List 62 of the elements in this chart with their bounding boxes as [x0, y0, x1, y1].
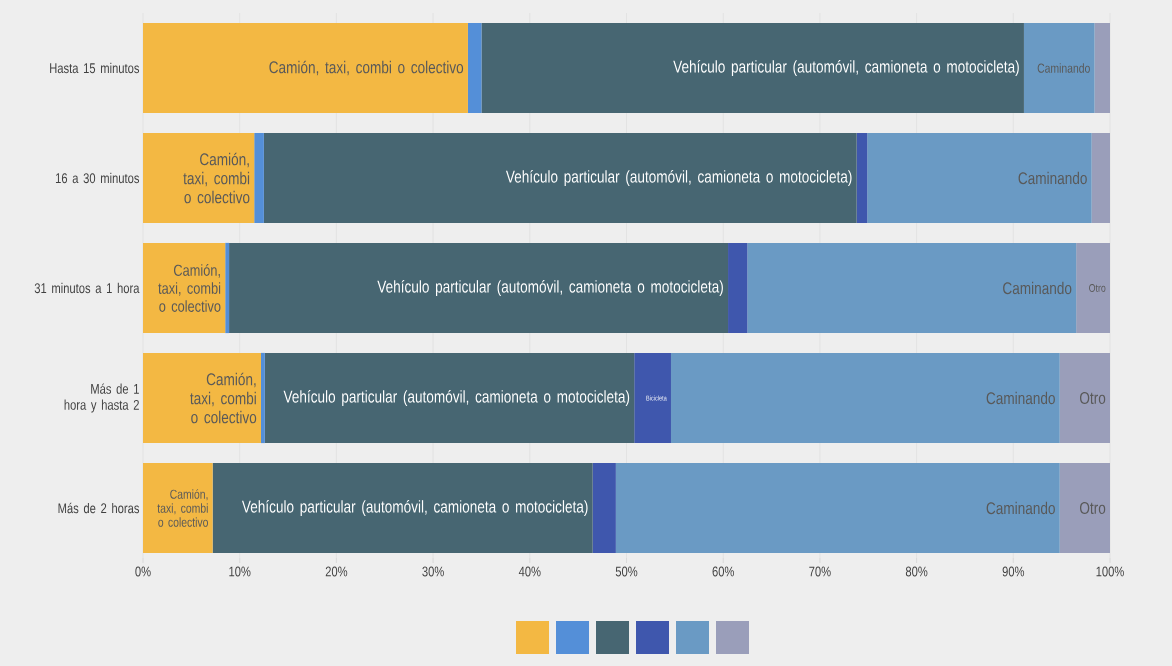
y-tick-label: Más de 1 hora y hasta 2 — [64, 383, 139, 413]
x-tick-label: 80% — [905, 566, 928, 577]
bar — [1094, 22, 1110, 114]
annotation: Otro — [1080, 501, 1106, 515]
bar — [1059, 462, 1110, 554]
bar — [670, 352, 1060, 444]
bar — [1076, 242, 1110, 334]
bar — [1091, 132, 1110, 224]
annotation: Otro — [1089, 284, 1106, 292]
annotation: Camión, taxi, combi o colectivo — [269, 60, 464, 76]
bar — [728, 242, 748, 334]
y-tick-label: 16 a 30 minutos — [55, 172, 140, 184]
bar — [143, 242, 226, 334]
bar — [747, 242, 1077, 334]
y-tick-label: Hasta 15 minutos — [50, 62, 140, 74]
x-tick-label: 40% — [518, 566, 541, 577]
x-tick-label: 100% — [1096, 566, 1124, 577]
bar — [856, 132, 868, 224]
x-tick-label: 20% — [325, 566, 348, 577]
bar — [481, 22, 1024, 114]
annotation: Otro — [1080, 391, 1106, 405]
annotation: Camión, taxi, combi o colectivo — [157, 489, 208, 527]
x-tick-label: 0% — [135, 566, 151, 577]
annotation: Vehículo particular (automóvil, camioneta o motocicleta) — [377, 279, 723, 297]
bar — [143, 132, 255, 224]
annotation: Vehículo particular (automóvil, camioneta o motocicleta) — [283, 389, 630, 407]
bar — [212, 462, 593, 554]
bar — [1059, 352, 1110, 444]
bar — [260, 352, 265, 444]
y-tick-label: 31 minutos a 1 hora — [34, 282, 140, 294]
annotation: Camión, taxi, combi o colectivo — [183, 152, 250, 204]
x-tick-label: 10% — [229, 566, 251, 577]
annotation: Vehículo particular (automóvil, camioneta o motocicleta) — [241, 499, 588, 517]
bar — [229, 242, 729, 334]
x-tick-label: 70% — [809, 566, 831, 577]
annotation: Caminando — [1003, 281, 1072, 295]
annotation: Caminando — [1037, 63, 1090, 73]
bar — [264, 352, 635, 444]
y-tick-label: Más de 2 horas — [58, 502, 140, 514]
x-tick-label: 90% — [1002, 566, 1025, 577]
bar — [592, 462, 616, 554]
bar — [1023, 22, 1095, 114]
bar — [867, 132, 1092, 224]
annotation: Camión, taxi, combi o colectivo — [190, 372, 257, 424]
bar — [467, 22, 482, 114]
annotation: Caminando — [986, 501, 1055, 515]
annotation: Caminando — [986, 391, 1055, 405]
x-tick-label: 30% — [422, 566, 444, 577]
bar — [615, 462, 1060, 554]
bar — [143, 352, 261, 444]
x-tick-label: 50% — [615, 566, 638, 577]
bar — [143, 22, 468, 114]
bar — [225, 242, 230, 334]
annotation: Vehículo particular (automóvil, camioneta o motocicleta) — [673, 59, 1019, 77]
annotation: Camión, taxi, combi o colectivo — [158, 264, 221, 312]
bar — [254, 132, 264, 224]
bar — [143, 462, 213, 554]
bar — [263, 132, 857, 224]
annotation: Vehículo particular (automóvil, camioneta o motocicleta) — [505, 169, 852, 187]
annotation: Caminando — [1018, 171, 1087, 185]
x-tick-label: 60% — [712, 566, 734, 577]
bar — [634, 352, 671, 444]
